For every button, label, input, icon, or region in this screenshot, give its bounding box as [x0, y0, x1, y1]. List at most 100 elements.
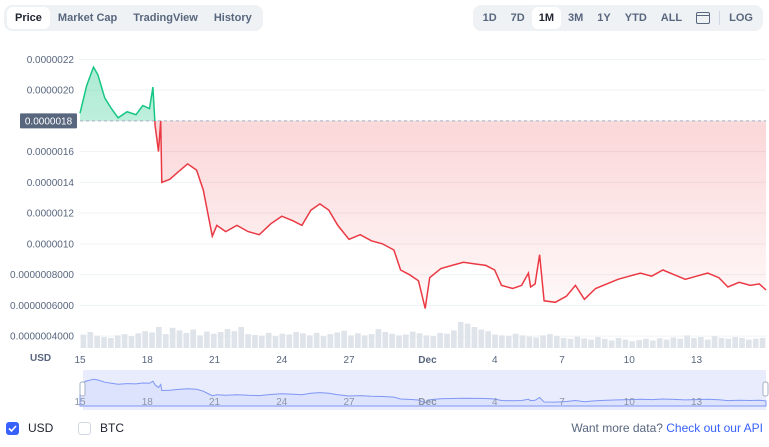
volume-bar	[149, 332, 155, 348]
volume-bar	[135, 333, 142, 348]
navigator-tick-label: 27	[343, 397, 355, 408]
x-axis: 15 18 21 24 27 Dec 4 7 10 13	[74, 355, 702, 366]
volume-bar	[94, 335, 100, 348]
volume-bar	[711, 336, 718, 348]
volume-bar	[327, 334, 334, 348]
y-axis: 0.0000022 0.0000020 0.0000018 0.0000016 0.00…	[10, 55, 74, 343]
range-all[interactable]: ALL	[660, 12, 683, 24]
volume-bar	[533, 337, 540, 348]
range-1d[interactable]: 1D	[482, 12, 497, 24]
volume-bar	[176, 330, 183, 348]
volume-bar	[505, 336, 512, 348]
volume-bar	[279, 333, 286, 348]
tab-history[interactable]: History	[213, 12, 252, 24]
navigator-tick-label: Dec	[418, 397, 437, 408]
log-scale-toggle[interactable]: LOG	[729, 12, 753, 24]
navigator-tick-label: 7	[559, 397, 565, 408]
volume-bar	[746, 339, 752, 348]
volume-bar	[238, 327, 245, 348]
volume-bar	[588, 339, 594, 348]
tab-market-cap[interactable]: Market Cap	[57, 12, 118, 24]
api-promo-text: Want more data?	[571, 421, 663, 435]
volume-bar	[348, 335, 354, 348]
y-tick-label: 0.0000020	[27, 86, 75, 97]
x-tick-label: 7	[559, 355, 565, 366]
volume-bar	[334, 332, 341, 348]
navigator-tick-label: 4	[492, 397, 498, 408]
btc-option-label: BTC	[100, 421, 124, 435]
navigator-left-handle[interactable]	[79, 381, 86, 397]
volume-bar	[286, 334, 293, 348]
navigator-tick-label: 24	[276, 397, 288, 408]
price-area-fill-above	[80, 67, 766, 121]
y-tick-label: 0.0000014	[27, 178, 75, 189]
reference-price-tag: 0.0000018	[20, 113, 77, 129]
volume-bar	[355, 333, 361, 348]
volume-bar	[416, 333, 423, 348]
volume-bar	[526, 336, 533, 348]
volume-bar	[306, 335, 313, 348]
tab-tradingview[interactable]: TradingView	[133, 12, 198, 24]
y-tick-label: 0.0000016	[27, 147, 75, 158]
y-tick-label: 0.0000008000	[10, 270, 74, 281]
volume-bar	[204, 331, 210, 348]
volume-bar	[197, 335, 203, 348]
x-tick-label: 18	[142, 355, 154, 366]
btc-checkbox[interactable]	[78, 421, 91, 435]
volume-bar	[718, 337, 725, 348]
volume-bar	[698, 337, 704, 348]
navigator-tick-label: 13	[691, 397, 703, 408]
y-tick-label: 0.0000010	[27, 239, 75, 250]
range-1m[interactable]: 1M	[531, 7, 562, 29]
volume-bar	[752, 338, 759, 348]
usd-checkbox[interactable]	[6, 421, 19, 435]
volume-bar	[403, 334, 409, 348]
price-chart: 0.0000022 0.0000020 0.0000018 0.0000016 0.00…	[10, 55, 769, 410]
currency-axis-label: USD	[30, 353, 51, 364]
navigator-right-handle[interactable]	[762, 381, 769, 397]
volume-bar	[732, 337, 738, 348]
volume-bar	[217, 332, 224, 348]
volume-bar	[519, 335, 526, 348]
reference-price-label: 0.0000018	[25, 116, 73, 127]
calendar-icon[interactable]	[696, 12, 711, 24]
tab-price[interactable]: Price	[7, 7, 50, 29]
x-tick-label: 10	[624, 355, 636, 366]
volume-bar	[300, 333, 306, 348]
range-3m[interactable]: 3M	[568, 12, 584, 24]
volume-bar	[622, 339, 629, 348]
range-1y[interactable]: 1Y	[597, 12, 611, 24]
volume-bar	[121, 334, 128, 348]
volume-bar	[128, 336, 135, 348]
volume-bar	[636, 340, 642, 348]
usd-option[interactable]: USD	[6, 421, 53, 435]
volume-bar	[142, 331, 148, 348]
volume-bar	[451, 330, 457, 348]
volume-bar	[156, 327, 162, 348]
btc-option[interactable]: BTC	[78, 421, 124, 435]
volume-bar	[663, 339, 670, 348]
volume-bar	[478, 329, 485, 348]
volume-bar	[313, 332, 320, 348]
volume-bar	[574, 336, 581, 348]
volume-bar	[444, 333, 450, 348]
price-area-fill-below	[154, 120, 766, 309]
volume-bar	[649, 340, 656, 348]
range-ytd[interactable]: YTD	[624, 12, 647, 24]
y-tick-label: 0.0000012	[27, 209, 75, 220]
volume-bar	[396, 335, 402, 348]
volume-bar	[547, 334, 553, 348]
volume-bar	[101, 337, 107, 348]
x-tick-label: 15	[74, 355, 86, 366]
range-7d[interactable]: 7D	[510, 12, 525, 24]
volume-bar	[252, 334, 258, 348]
volume-bar	[265, 332, 272, 348]
volume-bar	[615, 337, 622, 348]
volume-bar	[368, 334, 375, 348]
api-link[interactable]: Check out our API	[666, 421, 763, 435]
volume-bar	[643, 338, 649, 348]
time-range-selector: 1D 7D 1M 3M 1Y YTD ALL LOG	[472, 5, 763, 31]
volume-bar	[293, 332, 299, 348]
x-tick-label: 24	[276, 355, 288, 366]
check-icon	[8, 424, 17, 432]
